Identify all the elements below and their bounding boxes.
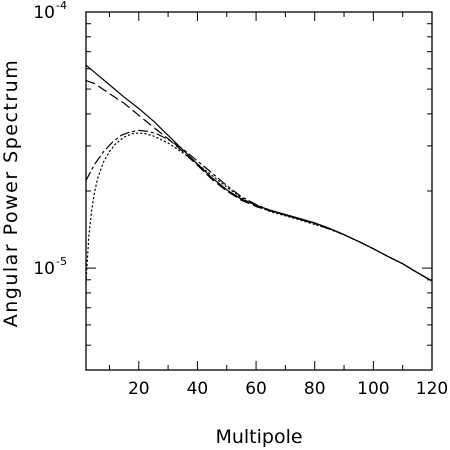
y-axis-title: Angular Power Spectrum <box>0 59 22 327</box>
x-tick-label: 80 <box>304 379 326 399</box>
series-line-dotted <box>85 132 433 283</box>
x-axis-title: Multipole <box>215 426 302 448</box>
plot-frame <box>85 11 433 371</box>
series-layer <box>85 64 433 283</box>
x-tick-label: 60 <box>245 379 267 399</box>
x-tick-label: 40 <box>187 379 209 399</box>
y-tick-label: 10 <box>33 3 55 23</box>
x-tick-label: 20 <box>128 379 150 399</box>
y-tick-label: 10 <box>33 259 55 279</box>
x-tick-label: 100 <box>357 379 389 399</box>
series-line-dashdot <box>85 129 433 282</box>
y-tick-exponent: -5 <box>56 255 67 268</box>
y-tick-exponent: -4 <box>56 0 67 12</box>
x-tick-label: 120 <box>416 379 448 399</box>
